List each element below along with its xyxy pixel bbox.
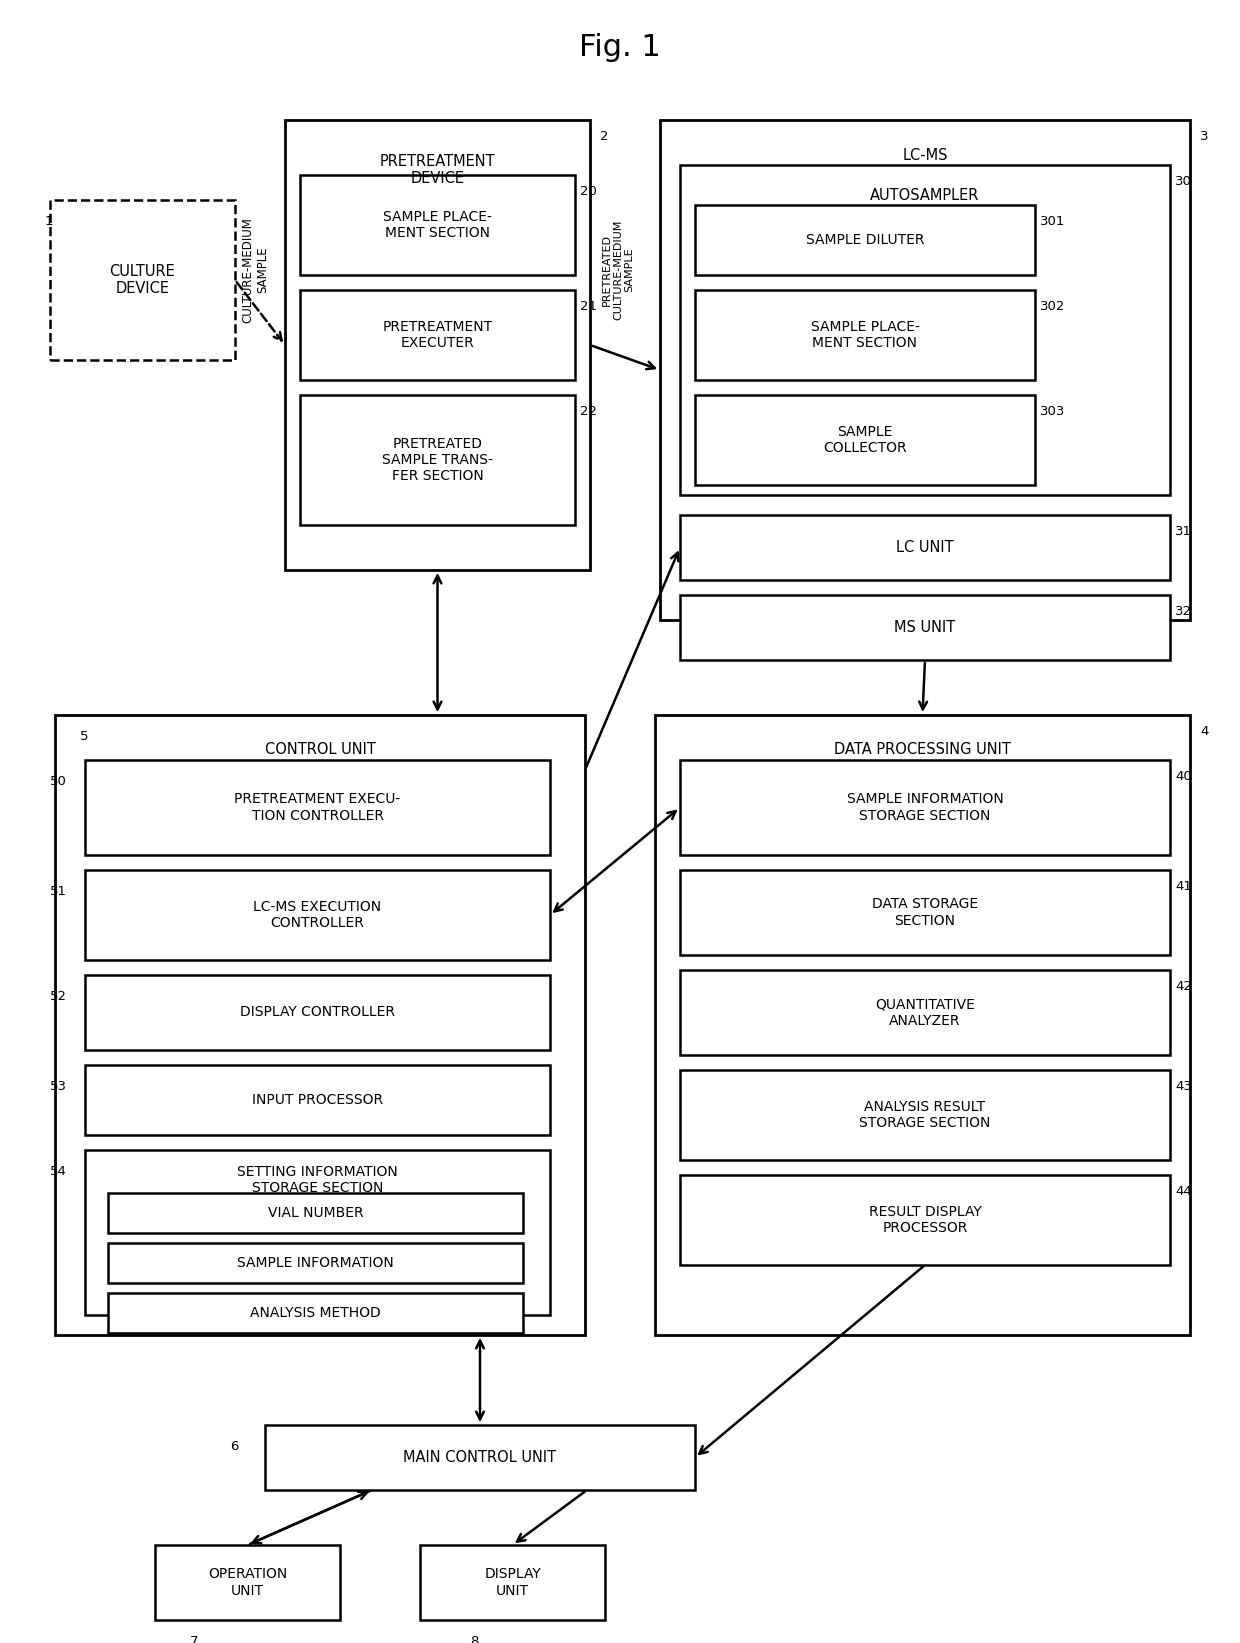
Text: PRETREATMENT
DEVICE: PRETREATMENT DEVICE [379,154,495,186]
Bar [86,1150,551,1314]
Text: PRETREATED
CULTURE-MEDIUM
SAMPLE: PRETREATED CULTURE-MEDIUM SAMPLE [601,220,635,320]
Text: CULTURE-MEDIUM
SAMPLE: CULTURE-MEDIUM SAMPLE [241,217,269,324]
Text: MAIN CONTROL UNIT: MAIN CONTROL UNIT [403,1451,557,1466]
Text: CONTROL UNIT: CONTROL UNIT [264,743,376,757]
Text: 5: 5 [81,729,88,743]
Text: CULTURE
DEVICE: CULTURE DEVICE [109,265,175,296]
Text: DISPLAY
UNIT: DISPLAY UNIT [484,1567,541,1597]
Bar [55,715,585,1336]
Text: RESULT DISPLAY
PROCESSOR: RESULT DISPLAY PROCESSOR [869,1204,981,1236]
Text: SAMPLE PLACE-
MENT SECTION: SAMPLE PLACE- MENT SECTION [383,210,492,240]
Text: 42: 42 [1176,979,1192,992]
Bar [694,291,1035,380]
Text: Fig. 1: Fig. 1 [579,33,661,62]
Bar [265,1424,694,1490]
Bar [108,1244,523,1283]
Bar [50,200,236,360]
Text: LC-MS: LC-MS [903,148,947,163]
Text: MS UNIT: MS UNIT [894,619,956,634]
Bar [285,120,590,570]
Text: QUANTITATIVE
ANALYZER: QUANTITATIVE ANALYZER [875,997,975,1027]
Text: PRETREATMENT EXECU-
TION CONTROLLER: PRETREATMENT EXECU- TION CONTROLLER [234,792,401,823]
Text: ANALYSIS RESULT
STORAGE SECTION: ANALYSIS RESULT STORAGE SECTION [859,1099,991,1130]
Text: SAMPLE INFORMATION
STORAGE SECTION: SAMPLE INFORMATION STORAGE SECTION [847,792,1003,823]
Text: SAMPLE INFORMATION: SAMPLE INFORMATION [237,1255,394,1270]
Bar [300,394,575,526]
Text: 41: 41 [1176,881,1192,894]
Text: VIAL NUMBER: VIAL NUMBER [268,1206,363,1221]
Bar [680,761,1171,854]
Text: 44: 44 [1176,1185,1192,1198]
Bar [108,1193,523,1232]
Bar [680,595,1171,660]
Text: OPERATION
UNIT: OPERATION UNIT [208,1567,288,1597]
Text: 6: 6 [229,1439,238,1452]
Text: 22: 22 [580,406,596,417]
Bar [655,715,1190,1336]
Bar [86,1065,551,1135]
Text: 31: 31 [1176,526,1192,537]
Text: LC-MS EXECUTION
CONTROLLER: LC-MS EXECUTION CONTROLLER [253,900,382,930]
Bar [300,291,575,380]
Bar [694,205,1035,274]
Bar [694,394,1035,485]
Text: 50: 50 [50,775,67,789]
Text: 303: 303 [1040,406,1065,417]
Text: INPUT PROCESSOR: INPUT PROCESSOR [252,1093,383,1107]
Bar [420,1544,605,1620]
Text: 1: 1 [45,215,53,228]
Text: SAMPLE
COLLECTOR: SAMPLE COLLECTOR [823,426,906,455]
Text: DISPLAY CONTROLLER: DISPLAY CONTROLLER [241,1006,396,1020]
Text: 20: 20 [580,186,596,199]
Bar [680,871,1171,955]
Text: 3: 3 [1200,130,1209,143]
Text: DATA PROCESSING UNIT: DATA PROCESSING UNIT [835,743,1011,757]
Text: 40: 40 [1176,771,1192,784]
Text: SAMPLE PLACE-
MENT SECTION: SAMPLE PLACE- MENT SECTION [811,320,919,350]
Bar [680,1175,1171,1265]
Bar [86,761,551,854]
Bar [86,974,551,1050]
Text: 32: 32 [1176,605,1192,618]
Bar [108,1293,523,1332]
Text: 43: 43 [1176,1079,1192,1093]
Text: 8: 8 [470,1635,479,1643]
Text: SETTING INFORMATION
STORAGE SECTION: SETTING INFORMATION STORAGE SECTION [237,1165,398,1194]
Text: 2: 2 [600,130,609,143]
Text: LC UNIT: LC UNIT [897,541,954,555]
Text: 30: 30 [1176,176,1192,187]
Text: 21: 21 [580,301,596,314]
Text: ANALYSIS METHOD: ANALYSIS METHOD [250,1306,381,1319]
Text: PRETREATMENT
EXECUTER: PRETREATMENT EXECUTER [382,320,492,350]
Text: 302: 302 [1040,301,1065,314]
Text: AUTOSAMPLER: AUTOSAMPLER [870,187,980,202]
Text: DATA STORAGE
SECTION: DATA STORAGE SECTION [872,897,978,928]
Text: 53: 53 [50,1079,67,1093]
Text: 52: 52 [50,991,67,1002]
Bar [680,1070,1171,1160]
Bar [300,176,575,274]
Text: 51: 51 [50,886,67,899]
Text: 7: 7 [190,1635,198,1643]
Text: 4: 4 [1200,725,1208,738]
Bar [660,120,1190,619]
Bar [155,1544,340,1620]
Text: PRETREATED
SAMPLE TRANS-
FER SECTION: PRETREATED SAMPLE TRANS- FER SECTION [382,437,494,483]
Text: SAMPLE DILUTER: SAMPLE DILUTER [806,233,924,246]
Text: 301: 301 [1040,215,1065,228]
Text: 54: 54 [50,1165,67,1178]
Bar [680,514,1171,580]
Bar [86,871,551,960]
Bar [680,164,1171,495]
Bar [680,969,1171,1055]
